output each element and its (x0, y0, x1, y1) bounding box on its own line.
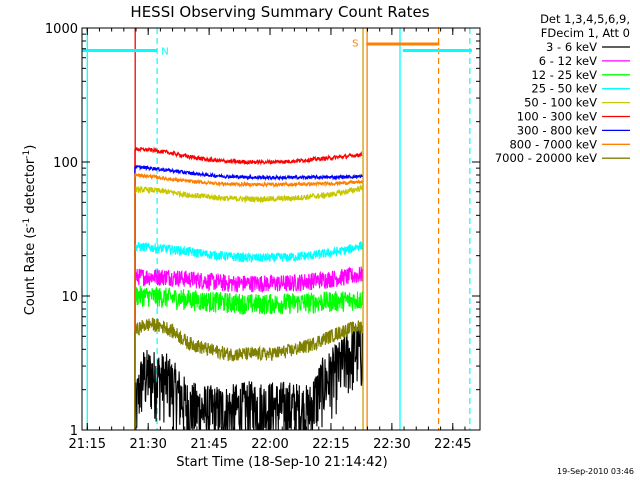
legend-header-line-2: FDecim 1, Att 0 (541, 26, 630, 40)
legend-header-line-1: Det 1,3,4,5,6,9, (540, 12, 630, 26)
series-line-2 (134, 285, 363, 430)
y-axis-label-sup: -1 (22, 218, 32, 227)
plot-frame (81, 27, 481, 431)
legend-label-0: 3 - 6 keV (546, 40, 597, 54)
y-tick-label-1: 10 (61, 290, 78, 305)
x-tick-label-2: 21:45 (190, 437, 227, 452)
y-axis-label: Count Rate (s-1 detector-1) (22, 145, 38, 316)
legend-label-4: 50 - 100 keV (524, 96, 597, 110)
legend-label-7: 800 - 7000 keV (509, 137, 597, 151)
y-axis-label-mid: detector (23, 158, 38, 218)
x-tick-label-0: 21:15 (69, 437, 106, 452)
series-line-7 (134, 172, 363, 430)
series-line-1 (134, 266, 363, 430)
legend-label-2: 12 - 25 keV (531, 68, 597, 82)
x-tick-label-1: 21:30 (129, 437, 166, 452)
series-line-5 (134, 146, 363, 430)
x-axis-label: Start Time (18-Sep-10 21:14:42) (176, 455, 387, 470)
x-tick-label-4: 22:15 (312, 437, 349, 452)
series-line-0 (134, 325, 363, 430)
footer-timestamp: 19-Sep-2010 03:46 (557, 467, 634, 476)
x-axis: 21:15 21:30 21:45 22:00 22:15 22:30 22:45 (69, 28, 472, 452)
x-tick-label-3: 22:00 (251, 437, 288, 452)
y-axis-label-end: ) (23, 145, 38, 150)
chart-title: HESSI Observing Summary Count Rates (130, 3, 429, 21)
y-tick-label-3: 1000 (45, 22, 78, 37)
legend: Det 1,3,4,5,6,9, FDecim 1, Att 0 3 - 6 k… (495, 12, 630, 165)
series-line-6 (134, 164, 363, 430)
y-axis: 1 10 100 1000 (45, 22, 480, 439)
series-line-4 (134, 184, 363, 430)
legend-label-5: 100 - 300 keV (517, 110, 597, 124)
y-axis-label-main: Count Rate (s (23, 227, 38, 316)
saa-label: S (352, 38, 358, 49)
y-tick-label-0: 1 (70, 424, 78, 439)
legend-label-1: 6 - 12 keV (539, 54, 597, 68)
series-line-8 (134, 317, 363, 430)
legend-label-3: 25 - 50 keV (531, 82, 597, 96)
x-tick-label-6: 22:45 (434, 437, 471, 452)
y-axis-label-sup2: -1 (22, 150, 32, 159)
plot-area: NS (82, 28, 472, 430)
night-label: N (161, 46, 168, 57)
legend-label-6: 300 - 800 keV (517, 123, 597, 137)
series-line-3 (134, 241, 363, 430)
legend-label-8: 7000 - 20000 keV (495, 151, 597, 165)
x-tick-label-5: 22:30 (373, 437, 410, 452)
plot-clip-group (82, 28, 472, 430)
y-tick-label-2: 100 (53, 156, 78, 171)
